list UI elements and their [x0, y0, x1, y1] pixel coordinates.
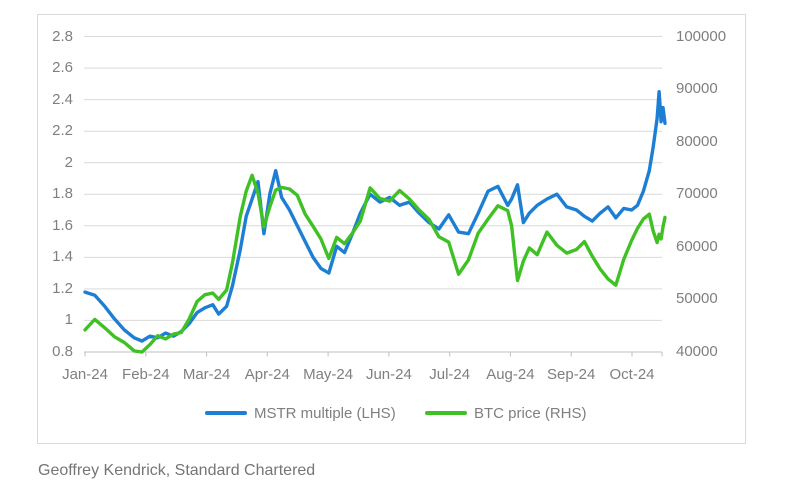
y-axis-left-label: 2.4: [52, 90, 73, 108]
y-axis-right-label: 50000: [676, 290, 718, 308]
x-axis-label: May-24: [303, 366, 354, 383]
x-axis-label: Sep-24: [547, 366, 596, 383]
y-axis-left-label: 2.2: [52, 122, 73, 140]
x-axis-label: Jan-24: [62, 366, 108, 383]
y-axis-left-label: 1: [64, 311, 73, 329]
x-axis-label: Mar-24: [182, 366, 231, 383]
y-axis-left-label: 1.2: [52, 279, 73, 297]
y-axis-right-label: 70000: [676, 185, 718, 203]
x-axis-label: Apr-24: [244, 366, 290, 383]
y-axis-right-label: 80000: [676, 132, 718, 150]
x-axis-label: Feb-24: [122, 366, 170, 383]
mstr-multiple-line: [83, 89, 667, 343]
legend-label-mstr: MSTR multiple (LHS): [254, 404, 396, 422]
y-axis-left-label: 2.8: [52, 27, 73, 45]
y-axis-right-label: 40000: [676, 343, 718, 360]
x-axis-label: Aug-24: [486, 366, 535, 383]
y-axis-left-label: 1.8: [52, 185, 73, 203]
mstr-legend-line-icon: [205, 410, 247, 416]
legend-item-mstr: MSTR multiple (LHS): [205, 404, 396, 422]
legend-item-btc: BTC price (RHS): [425, 404, 587, 422]
y-axis-left-label: 1.6: [52, 216, 73, 234]
chart-frame: [37, 14, 746, 444]
y-axis-right-label: 60000: [676, 237, 718, 255]
x-axis-label: Oct-24: [609, 366, 655, 383]
y-axis-right-label: 90000: [676, 80, 718, 98]
caption: Geoffrey Kendrick, Standard Chartered: [38, 462, 316, 479]
y-axis-left-label: 0.8: [52, 343, 73, 360]
y-axis-left-label: 1.4: [52, 248, 73, 266]
x-axis-label: Jun-24: [365, 366, 412, 383]
y-axis-left-label: 2.6: [52, 59, 73, 77]
btc-legend-line-icon: [425, 410, 467, 416]
btc-price-line: [83, 173, 667, 354]
x-axis-label: Jul-24: [429, 366, 471, 383]
legend-label-btc: BTC price (RHS): [474, 404, 587, 422]
y-axis-right-label: 100000: [676, 27, 727, 45]
y-axis-left-label: 2: [64, 153, 73, 171]
